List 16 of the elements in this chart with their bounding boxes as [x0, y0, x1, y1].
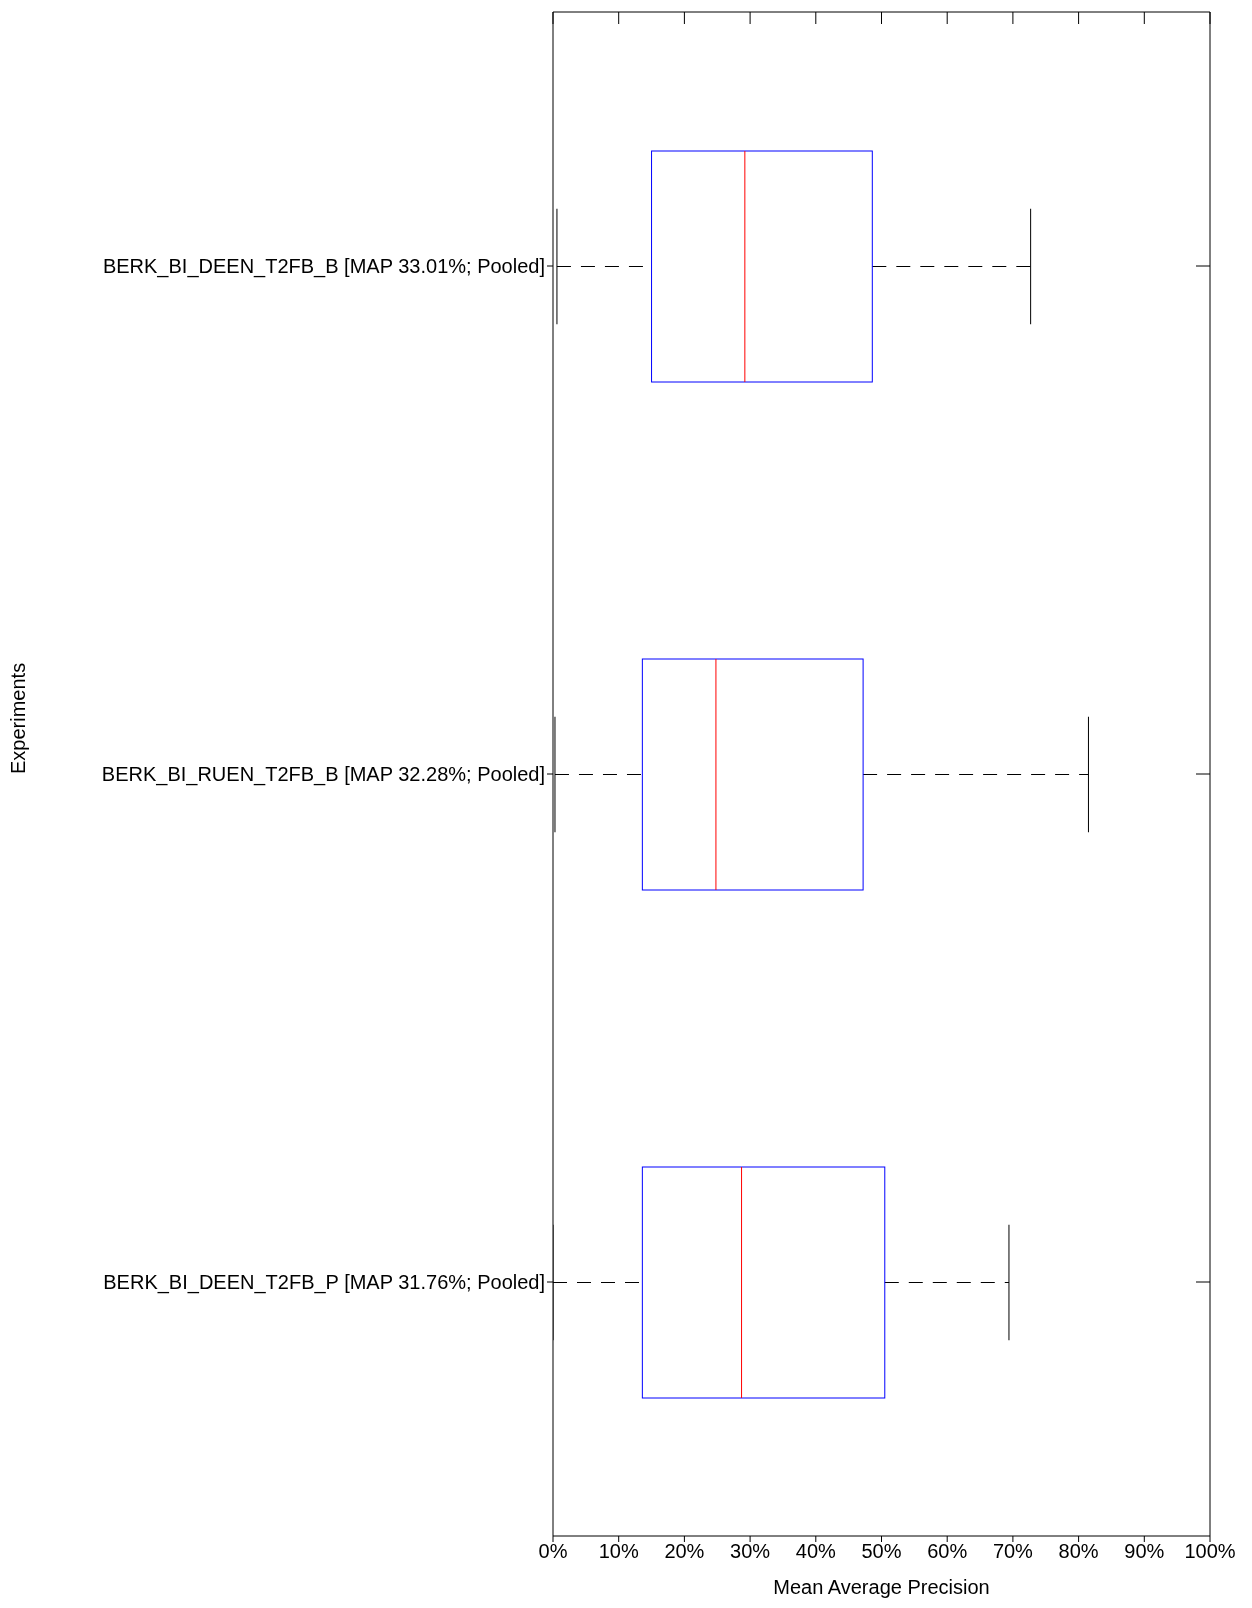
y-tick-label: BERK_BI_DEEN_T2FB_P [MAP 31.76%; Pooled] [103, 1271, 545, 1295]
x-tick-label: 100% [1184, 1540, 1236, 1563]
x-axis-title: Mean Average Precision [773, 1576, 990, 1598]
x-tick-label: 80% [1058, 1540, 1099, 1563]
x-tick-label: 20% [664, 1540, 705, 1563]
x-tick-label: 70% [992, 1540, 1034, 1563]
x-tick-label: 40% [795, 1540, 837, 1563]
x-tick-label: 0% [538, 1540, 568, 1563]
x-tick-label: 30% [730, 1540, 771, 1563]
y-tick-label: BERK_BI_DEEN_T2FB_B [MAP 33.01%; Pooled] [102, 255, 545, 279]
x-tick-label: 60% [927, 1540, 968, 1563]
x-tick-label: 10% [598, 1540, 639, 1563]
y-axis-title: Experiments [7, 662, 30, 774]
x-tick-label: 50% [861, 1540, 902, 1563]
x-tick-label: 90% [1124, 1540, 1165, 1563]
y-tick-label: BERK_BI_RUEN_T2FB_B [MAP 32.28%; Pooled] [101, 763, 545, 787]
